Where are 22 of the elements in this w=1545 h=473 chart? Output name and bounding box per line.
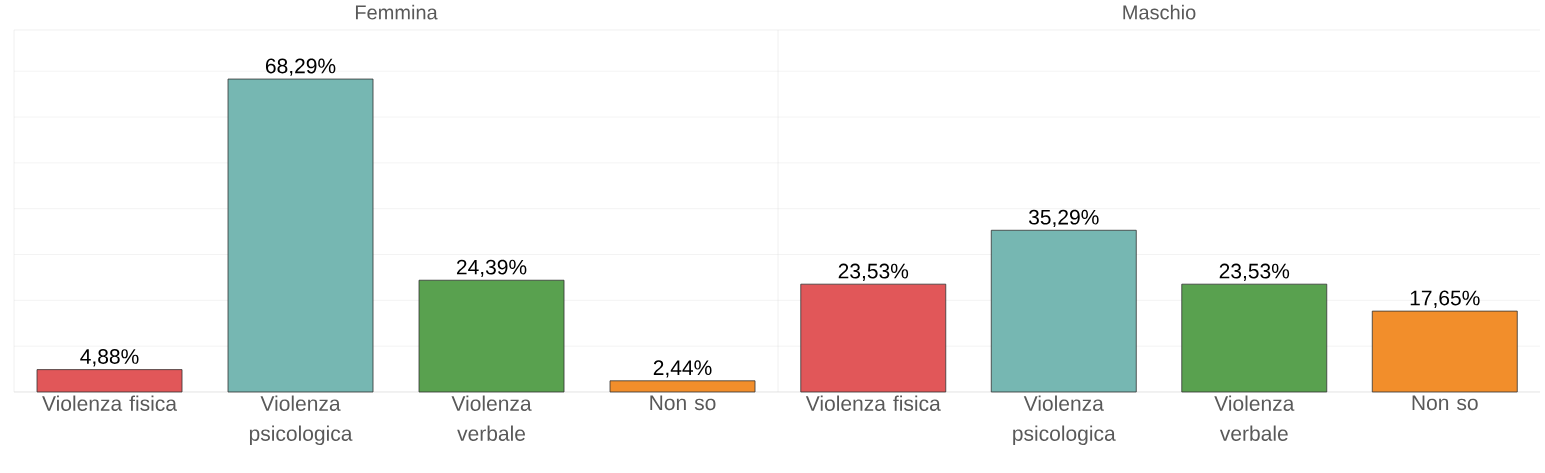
x-tick-label: Violenza fisica [805, 395, 941, 411]
data-label: 23,53% [1219, 263, 1290, 281]
data-label: 23,53% [838, 263, 909, 281]
data-label: 17,65% [1410, 290, 1480, 308]
data-label: 68,29% [265, 58, 336, 76]
data-label: 24,39% [456, 259, 527, 278]
x-tick-label: Violenza verbale [451, 395, 532, 441]
x-tick-label: Violenza fisica [42, 395, 177, 411]
x-tick-label: Violenza verbale [1214, 395, 1295, 441]
data-label: 35,29% [1028, 209, 1099, 228]
chart-title: Femmina [355, 4, 438, 20]
bar [609, 380, 756, 393]
x-tick-label: Non so [650, 395, 716, 411]
bar [418, 279, 565, 393]
data-label: 4,88% [80, 349, 139, 367]
x-tick-label: Violenza psicologica [249, 395, 353, 446]
chart-title: Maschio [1123, 4, 1196, 20]
x-tick-label: Violenza psicologica [1013, 395, 1116, 446]
data-label: 2,44% [653, 360, 712, 378]
bar [227, 78, 374, 393]
bar [36, 369, 183, 393]
x-tick-label: Non so [1412, 395, 1478, 411]
